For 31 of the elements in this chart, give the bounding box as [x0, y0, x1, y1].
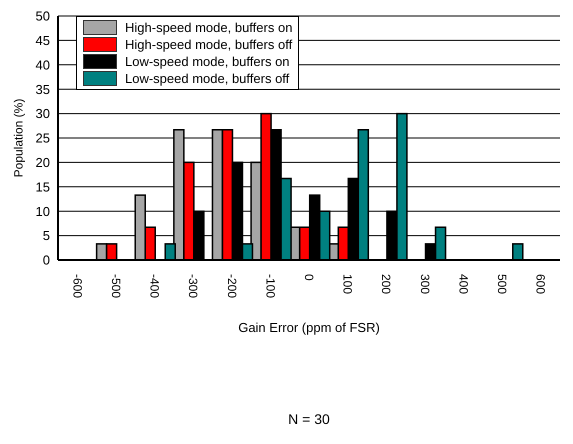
x-tick-label: 400	[456, 274, 470, 294]
legend-label: High-speed mode, buffers off	[124, 36, 292, 53]
text: N = 30	[287, 411, 331, 427]
y-tick-label: 10	[36, 204, 50, 219]
x-tick-label: 300	[418, 274, 432, 294]
x-tick-label: -600	[70, 274, 84, 298]
y-tick-label: 25	[36, 130, 50, 146]
y-tick-label: 35	[36, 82, 50, 97]
y-tick-label: 40	[36, 57, 50, 72]
legend-label: Low-speed mode, buffers off	[124, 70, 290, 87]
y-tick-label: 5	[42, 228, 50, 244]
x-tick-label: 600	[534, 274, 548, 294]
x-tick-label: -500	[108, 274, 123, 298]
y-axis-title: Population (%)	[11, 98, 26, 178]
x-tick-label: 200	[379, 274, 394, 294]
y-tick-label: 50	[36, 8, 50, 24]
y-tick-label: 20	[36, 155, 50, 170]
legend-label: High-speed mode, buffers on	[124, 19, 292, 36]
x-tick-label: -400	[148, 274, 162, 298]
y-tick-label: 0	[42, 252, 50, 268]
x-tick-label: -100	[263, 274, 278, 298]
x-axis-title: Gain Error (ppm of FSR)	[238, 320, 380, 335]
y-tick-label: 45	[36, 33, 50, 48]
x-tick-label: -300	[186, 274, 200, 298]
x-tick-label: 100	[340, 274, 355, 294]
x-tick-label: -200	[224, 274, 239, 298]
x-tick-label: 0	[302, 274, 316, 281]
legend-label: Low-speed mode, buffers on	[124, 53, 291, 70]
y-tick-label: 30	[36, 106, 50, 122]
y-tick-label: 15	[36, 179, 50, 194]
x-tick-label: 500	[495, 274, 510, 294]
